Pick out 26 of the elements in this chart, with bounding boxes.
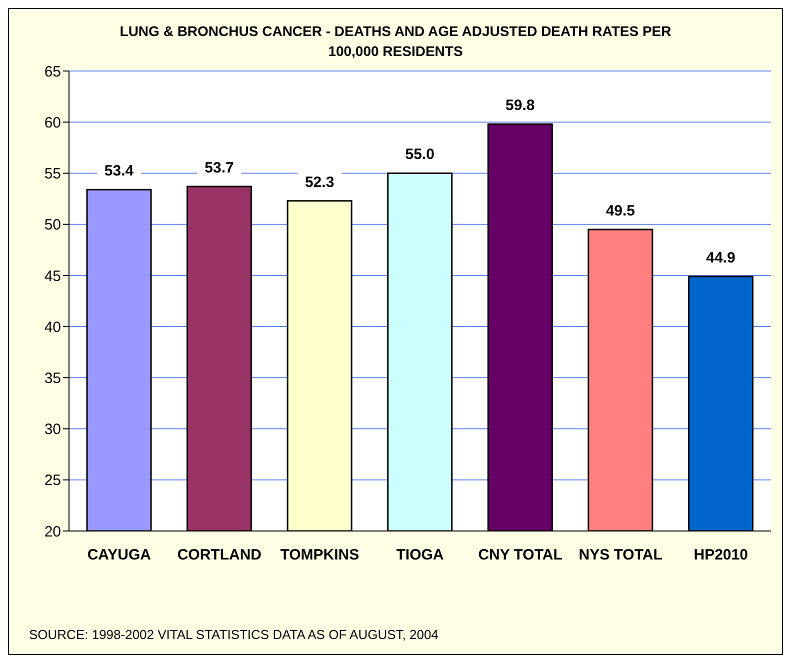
y-tick-label: 55 [44,166,61,183]
y-tick-label: 35 [44,370,61,387]
y-tick-label: 60 [44,114,61,132]
x-tick-label: CORTLAND [177,546,262,564]
data-label: 44.9 [706,249,736,266]
x-tick-label: HP2010 [694,546,748,564]
y-tick-label: 40 [44,318,61,336]
y-tick-label: 50 [44,216,61,234]
chart-title: LUNG & BRONCHUS CANCER - DEATHS AND AGE ADJUSTED DEATH RATES PER 100,000 RESIDENTS [118,22,672,61]
data-label: 52.3 [304,174,334,191]
data-label: 53.4 [104,162,134,180]
x-tick-label: TOMPKINS [280,546,360,564]
x-tick-label: NYS TOTAL [578,546,662,564]
data-label: 49.5 [606,202,636,220]
source-note: SOURCE: 1998-2002 VITAL STATISTICS DATA AS OF AUGUST, 2004 [29,627,438,642]
data-label: 53.7 [204,160,234,177]
y-tick-label: 25 [44,472,61,490]
y-tick-label: 65 [44,63,61,80]
y-tick-label: 45 [44,268,61,285]
x-tick-label: TIOGA [396,546,444,564]
data-label: 59.8 [506,97,535,114]
data-label: 55.0 [405,146,434,164]
x-tick-label: CAYUGA [87,546,152,564]
y-tick-label: 20 [44,523,61,540]
y-tick-label: 30 [44,421,61,438]
x-tick-label: CNY TOTAL [478,546,562,564]
